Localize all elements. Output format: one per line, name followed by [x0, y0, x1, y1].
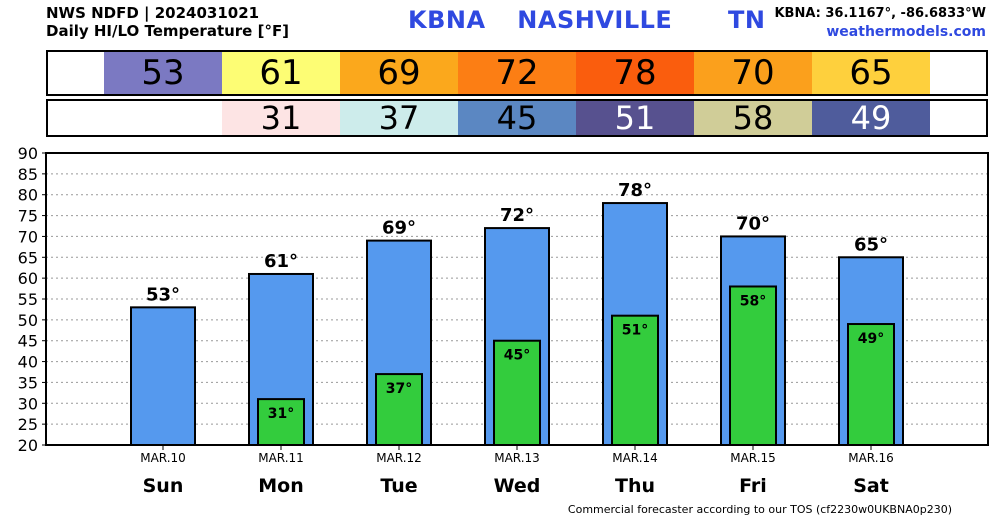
hi-bar-label: 70°	[736, 213, 770, 234]
data-source: NWS NDFD | 2024031021	[46, 4, 260, 22]
lo-bar	[257, 398, 305, 447]
lo-bar-label: 45°	[504, 348, 530, 364]
y-tick-label: 30	[18, 394, 38, 413]
lo-temp-strip: 31 37 45 51 58 49	[46, 99, 988, 137]
station-title: KBNA NASHVILLE TN	[408, 6, 765, 34]
lo-bar-label: 49°	[858, 331, 884, 347]
y-tick-label: 25	[18, 415, 38, 434]
day-label: Thu	[615, 475, 655, 497]
y-tick-label: 65	[18, 248, 38, 267]
hi-bar-label: 72°	[500, 205, 534, 226]
lo-bar	[375, 373, 423, 447]
header-left: NWS NDFD | 2024031021 Daily HI/LO Temper…	[46, 4, 289, 40]
state-name: TN	[728, 6, 766, 34]
lo-bar	[729, 285, 777, 446]
day-label: Sun	[143, 475, 184, 497]
hi-bar	[130, 306, 196, 447]
y-tick-label: 60	[18, 269, 38, 288]
y-tick-label: 80	[18, 186, 38, 205]
date-label: MAR.14	[612, 451, 658, 465]
hi-bar-label: 61°	[264, 251, 298, 272]
date-label: MAR.12	[376, 451, 422, 465]
site-link[interactable]: weathermodels.com	[826, 24, 986, 40]
y-tick-label: 70	[18, 227, 38, 246]
lo-strip-cell: 51	[576, 99, 694, 137]
station-id: KBNA	[408, 6, 486, 34]
date-label: MAR.16	[848, 451, 894, 465]
lo-bar-label: 37°	[386, 381, 412, 397]
y-tick-label: 85	[18, 165, 38, 184]
day-label: Fri	[739, 475, 767, 497]
y-tick-label: 45	[18, 332, 38, 351]
hi-strip-cell: 72	[458, 52, 576, 94]
hi-bar-label: 69°	[382, 218, 416, 239]
lo-bar-label: 51°	[622, 323, 648, 339]
y-tick-label: 55	[18, 290, 38, 309]
lo-strip-cell: 31	[222, 99, 340, 137]
hi-bar-label: 65°	[854, 234, 888, 255]
y-tick-label: 90	[18, 144, 38, 163]
lo-strip-cell: 49	[812, 99, 930, 137]
y-tick-label: 50	[18, 311, 38, 330]
day-label: Sat	[853, 475, 889, 497]
lo-strip-cell	[104, 101, 222, 135]
station-coords: KBNA: 36.1167°, -86.6833°W	[774, 6, 986, 21]
lo-strip-cell: 58	[694, 99, 812, 137]
y-tick-label: 35	[18, 373, 38, 392]
y-tick-label: 20	[18, 436, 38, 455]
date-label: MAR.13	[494, 451, 540, 465]
plot-frame	[45, 152, 989, 446]
hi-bar-label: 53°	[146, 284, 180, 305]
lo-strip-cell: 45	[458, 99, 576, 137]
lo-bar	[847, 323, 895, 446]
hi-strip-cell: 70	[694, 52, 812, 94]
date-label: MAR.11	[258, 451, 304, 465]
hi-strip-cell: 78	[576, 52, 694, 94]
header-right: KBNA: 36.1167°, -86.6833°W weathermodels…	[774, 5, 986, 41]
hi-strip-cell: 61	[222, 52, 340, 94]
y-tick-label: 40	[18, 353, 38, 372]
hi-strip-cell: 53	[104, 52, 222, 94]
day-label: Wed	[494, 475, 541, 497]
city-name: NASHVILLE	[517, 6, 673, 34]
product-name: Daily HI/LO Temperature [°F]	[46, 22, 290, 40]
lo-strip-cell: 37	[340, 99, 458, 137]
hi-strip-cell: 65	[812, 52, 930, 94]
hi-bar-label: 78°	[618, 180, 652, 201]
hi-temp-strip: 53 61 69 72 78 70 65	[46, 50, 988, 96]
footer-note: Commercial forecaster according to our T…	[567, 503, 952, 516]
date-label: MAR.10	[140, 451, 186, 465]
y-tick-label: 75	[18, 207, 38, 226]
day-label: Mon	[258, 475, 304, 497]
lo-bar-label: 31°	[268, 406, 294, 422]
lo-bar-label: 58°	[740, 293, 766, 309]
date-label: MAR.15	[730, 451, 776, 465]
hi-strip-cell: 69	[340, 52, 458, 94]
day-label: Tue	[380, 475, 417, 497]
